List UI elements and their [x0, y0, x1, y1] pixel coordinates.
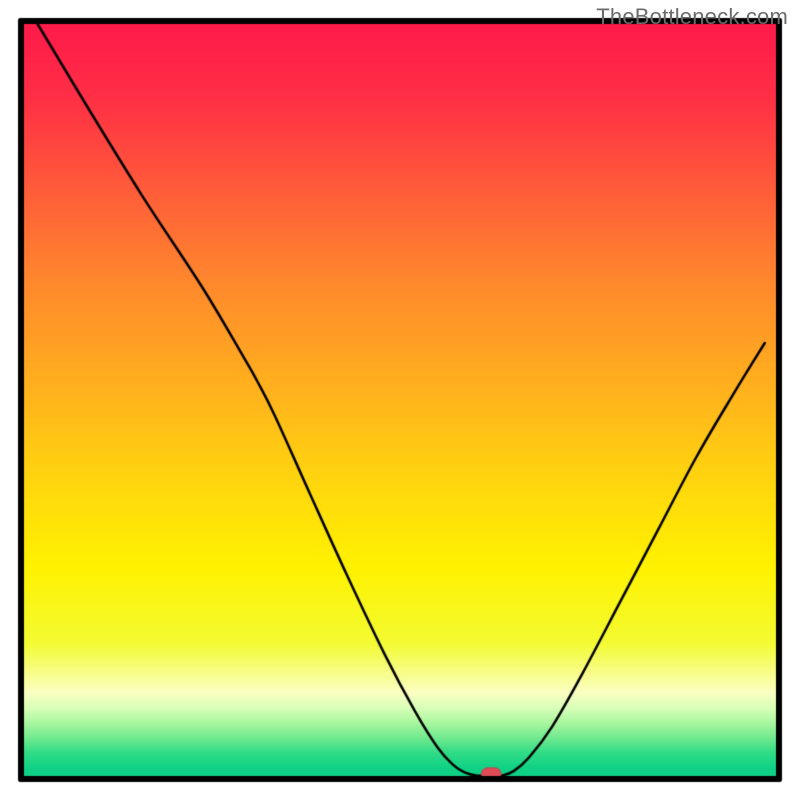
- bottleneck-chart-canvas: [0, 0, 800, 800]
- chart-container: TheBottleneck.com: [0, 0, 800, 800]
- watermark-label: TheBottleneck.com: [596, 4, 788, 30]
